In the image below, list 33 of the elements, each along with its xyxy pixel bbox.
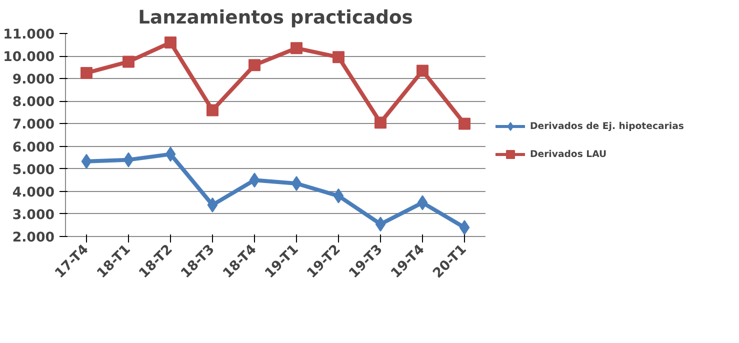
y-tick-label: 9.000 — [12, 72, 55, 88]
y-tick-label: 8.000 — [12, 95, 55, 110]
point — [417, 195, 428, 210]
point — [458, 118, 470, 130]
point — [416, 64, 428, 77]
point — [249, 172, 260, 188]
point — [80, 66, 92, 79]
point — [333, 188, 344, 204]
point — [207, 197, 218, 212]
y-tick-label: 2.000 — [12, 230, 55, 246]
point — [81, 154, 92, 169]
point — [122, 56, 134, 68]
point — [290, 42, 302, 54]
point — [165, 146, 176, 162]
legend-label: Derivados LAU — [530, 148, 607, 160]
legend-label: Derivados de Ej. hipotecarias — [530, 120, 684, 132]
point — [332, 51, 344, 64]
y-tick-label: 7.000 — [12, 118, 55, 133]
point — [164, 36, 176, 49]
point — [248, 59, 260, 72]
point — [459, 220, 470, 235]
y-tick-label: 6.000 — [12, 140, 55, 156]
y-tick-label: 3.000 — [12, 208, 55, 223]
point — [374, 116, 386, 129]
point — [375, 216, 386, 232]
chart-title: Lanzamientos practicados — [138, 8, 413, 28]
y-tick-label: 5.000 — [12, 162, 55, 178]
y-tick-label: 11.000 — [3, 28, 55, 42]
point — [291, 176, 302, 191]
y-tick-label: 4.000 — [12, 185, 55, 200]
point — [123, 152, 134, 168]
y-tick-label: 10.000 — [3, 50, 55, 66]
point — [206, 104, 218, 116]
